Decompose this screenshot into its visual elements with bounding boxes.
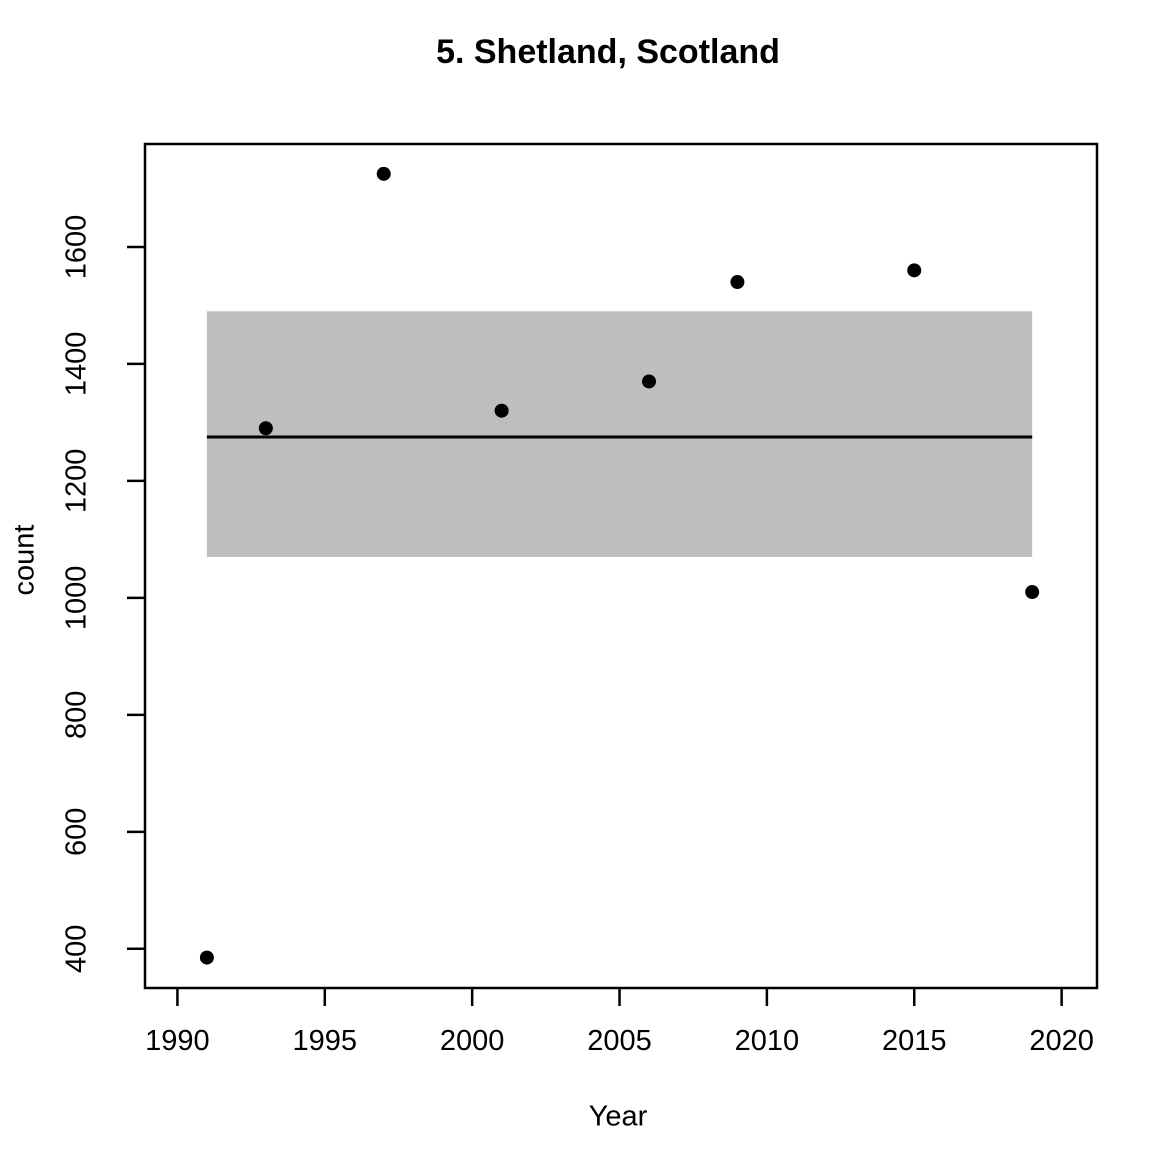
data-point bbox=[376, 166, 391, 181]
data-point bbox=[907, 263, 922, 278]
confidence-band bbox=[206, 311, 1033, 557]
plot-border bbox=[143, 142, 1099, 990]
y-tick-label: 600 bbox=[61, 808, 93, 856]
data-point bbox=[1025, 585, 1040, 600]
x-tick-label: 2005 bbox=[587, 1025, 652, 1057]
chart-title: 5. Shetland, Scotland bbox=[436, 33, 780, 71]
x-tick-label: 2020 bbox=[1029, 1025, 1094, 1057]
x-axis-label: Year bbox=[588, 1100, 648, 1133]
data-point bbox=[199, 950, 214, 965]
y-tick-label: 1400 bbox=[61, 332, 93, 397]
x-tick-label: 1990 bbox=[145, 1025, 210, 1057]
x-tick-label: 2010 bbox=[735, 1025, 800, 1057]
y-tick-label: 800 bbox=[61, 691, 93, 739]
data-point bbox=[258, 421, 273, 436]
data-point bbox=[494, 403, 509, 418]
y-tick-label: 1000 bbox=[61, 566, 93, 631]
y-tick-label: 1600 bbox=[61, 215, 93, 280]
data-point bbox=[730, 275, 745, 290]
y-tick-label: 1200 bbox=[61, 449, 93, 514]
y-tick-label: 400 bbox=[61, 925, 93, 973]
x-tick-label: 2000 bbox=[440, 1025, 505, 1057]
x-tick-label: 1995 bbox=[293, 1025, 358, 1057]
data-point bbox=[642, 374, 656, 389]
x-tick-label: 2015 bbox=[882, 1025, 947, 1057]
